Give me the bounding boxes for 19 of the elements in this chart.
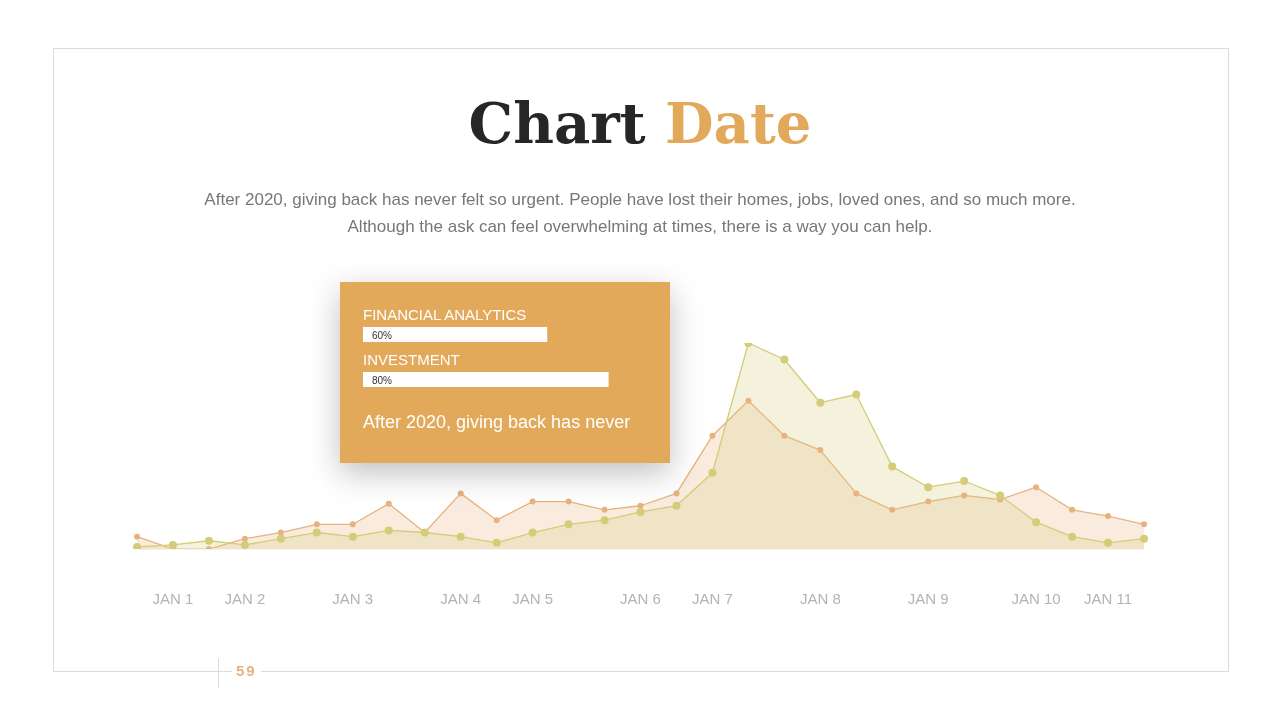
x-tick-label: JAN 2 xyxy=(224,589,266,607)
data-label: 60% xyxy=(372,329,393,341)
chart-title: Chart Date xyxy=(468,90,812,156)
text: 59 xyxy=(232,662,261,679)
x-tick-label: JAN 7 xyxy=(692,589,733,607)
annotation: After 2020, giving back has never xyxy=(363,412,631,433)
chart-subtitle: After 2020, giving back has never felt so urgent. People have lost their homes, jobs, loved ones, and so much more. Although the ask can feel overwhelming at times, there is a way you can help. xyxy=(203,189,1077,238)
x-tick-label: JAN 5 xyxy=(512,589,554,607)
x-tick-label: JAN 3 xyxy=(332,589,374,607)
x-tick-label: JAN 6 xyxy=(620,589,661,607)
y-tick-label: INVESTMENT xyxy=(363,351,460,368)
x-tick-label: JAN 4 xyxy=(440,589,482,607)
x-tick-label: JAN 1 xyxy=(152,589,194,607)
x-tick-label: JAN 10 xyxy=(1011,589,1061,607)
y-tick-label: FINANCIAL ANALYTICS xyxy=(363,306,527,323)
x-tick-label: JAN 11 xyxy=(1084,589,1133,607)
x-tick-label: JAN 8 xyxy=(799,589,841,607)
x-tick-label: JAN 9 xyxy=(907,589,949,607)
data-label: 80% xyxy=(372,374,393,386)
